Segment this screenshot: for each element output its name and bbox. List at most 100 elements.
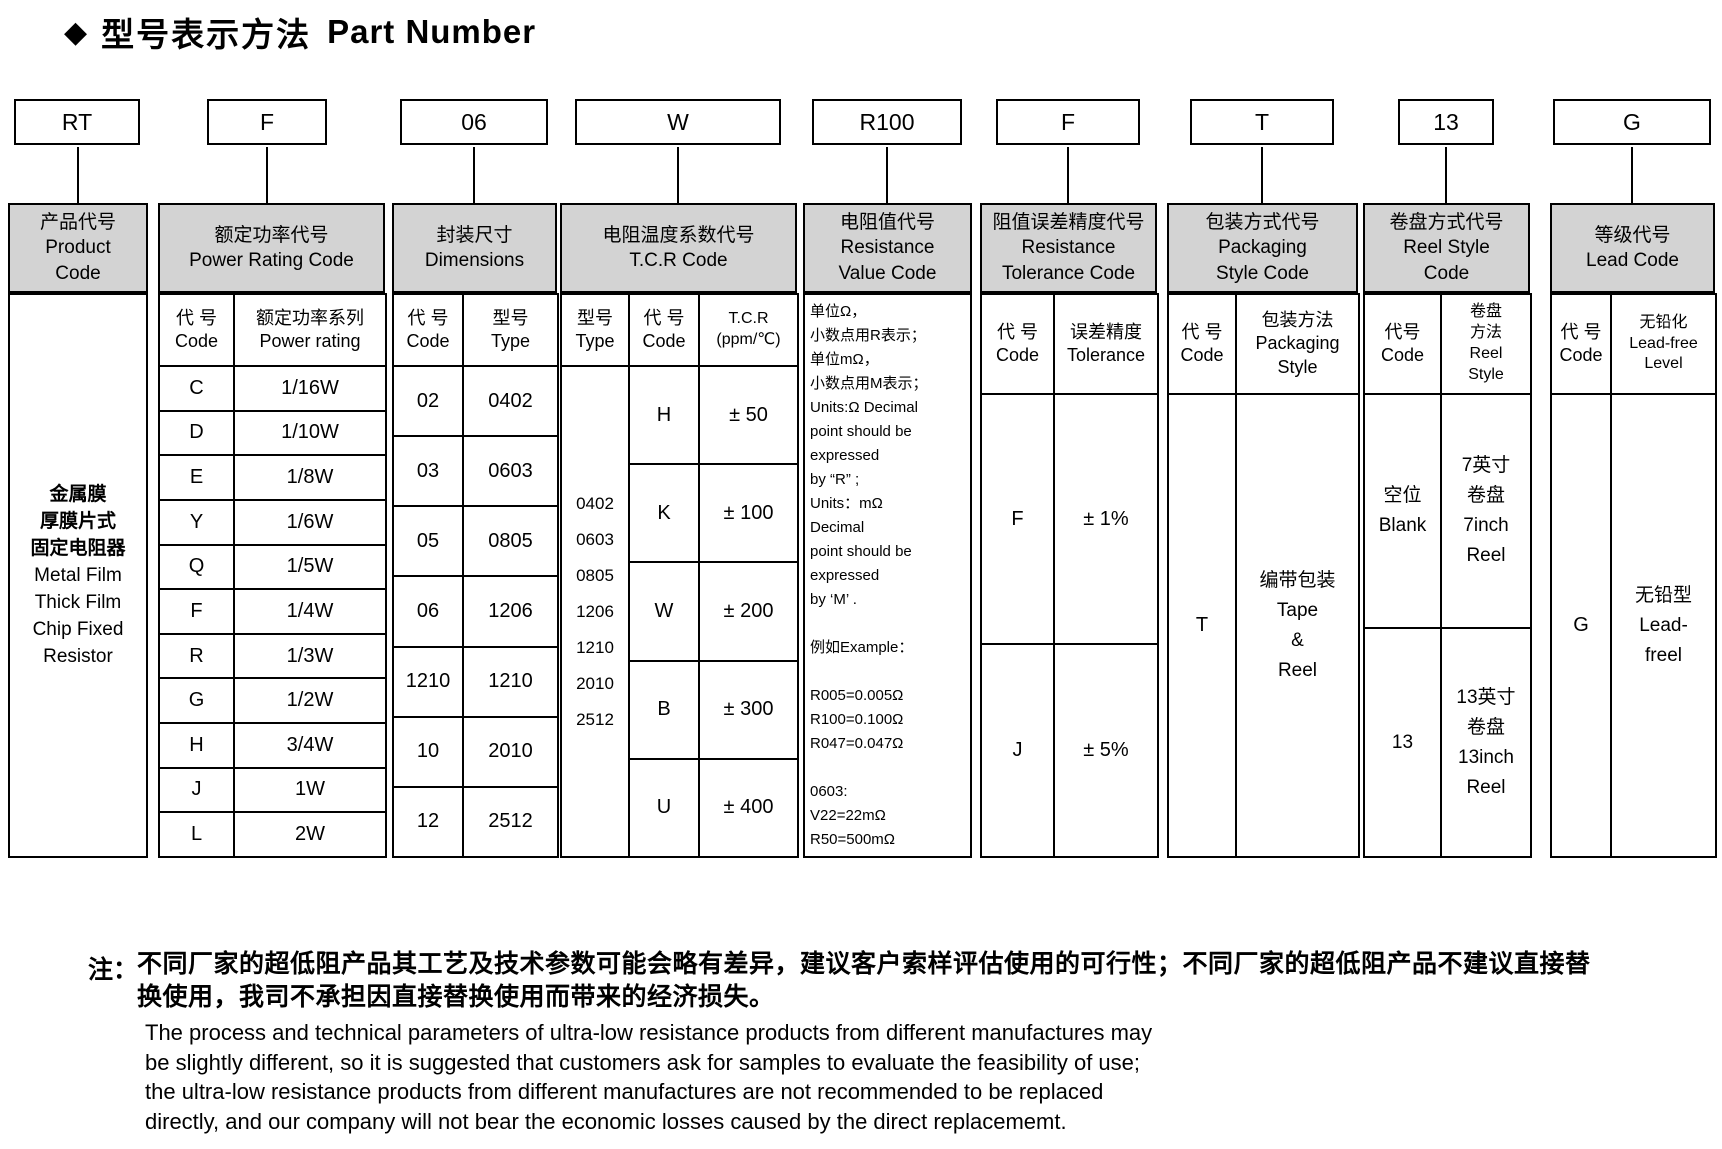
table-row: G 1/2W	[158, 677, 387, 724]
table-row: F 1/4W	[158, 588, 387, 635]
connector-line	[77, 147, 79, 205]
dimensions-table: 代 号 Code 型号 Type 02 0402 03 0603 05 0805 06…	[392, 293, 559, 859]
power-code-cell: R	[158, 632, 235, 680]
product-body-zh: 金属膜 厚膜片式 固定电阻器	[30, 484, 126, 559]
table-row: R 1/3W	[158, 632, 387, 680]
column-product: 产品代号 Product Code 金属膜 厚膜片式 固定电阻器 Metal F…	[8, 203, 148, 858]
reel-code-cell: 空位 Blank	[1363, 393, 1442, 629]
tcr-code-cell: H	[628, 364, 700, 466]
connector-line	[1261, 147, 1263, 205]
lead-level-th: 无铅化 Lead-free Level	[1610, 293, 1717, 395]
reel-style-cell: 13英寸 卷盘 13inch Reel	[1440, 627, 1532, 858]
power-rating-cell: 2W	[233, 811, 387, 858]
connector-line	[473, 147, 475, 205]
table-header-row: 代 号 Code 型号 Type	[392, 293, 559, 367]
tolerance-code-cell: F	[980, 393, 1055, 645]
tcr-code-cell: B	[628, 659, 700, 760]
reel-header: 卷盘方式代号 Reel Style Code	[1363, 203, 1530, 293]
title-en: Part Number	[327, 13, 537, 50]
dimensions-type-cell: 0603	[462, 435, 559, 508]
tolerance-header: 阻值误差精度代号 Resistance Tolerance Code	[980, 203, 1157, 293]
packaging-style-th: 包装方法 Packaging Style	[1235, 293, 1360, 395]
power-code-cell: G	[158, 677, 235, 724]
part-code-box-dimension: 06	[400, 99, 548, 145]
table-row: 03 0603	[392, 435, 559, 508]
packaging-style-cell: 编带包装 Tape & Reel	[1235, 393, 1360, 858]
product-body: 金属膜 厚膜片式 固定电阻器 Metal Film Thick Film Chi…	[8, 293, 148, 858]
table-row: Q 1/5W	[158, 543, 387, 591]
dimensions-code-cell: 03	[392, 435, 464, 508]
column-tcr: 电阻温度系数代号 T.C.R Code 型号 Type 代 号 Code T.C…	[560, 203, 799, 859]
table-row: C 1/16W	[158, 365, 387, 412]
tcr-code-th: 代 号 Code	[628, 293, 700, 367]
tcr-code-cell: W	[628, 561, 700, 662]
table-row: 0402 0603 0805 1206 1210 2010 2512 H ± 5…	[560, 364, 799, 858]
power-rating-cell: 1/3W	[233, 632, 387, 680]
reel-code-cell: 13	[1363, 627, 1442, 858]
tcr-value-cell: ± 400	[698, 757, 799, 859]
dimensions-type-cell: 0402	[462, 364, 559, 438]
power-code-th: 代 号 Code	[158, 293, 235, 367]
table-row: 06 1206	[392, 575, 559, 648]
power-rating-cell: 1/2W	[233, 677, 387, 724]
dimensions-code-cell: 10	[392, 715, 464, 788]
tolerance-value-cell: ± 1%	[1053, 393, 1159, 645]
dimensions-code-cell: 02	[392, 364, 464, 438]
column-reel: 卷盘方式代号 Reel Style Code 代号 Code 卷盘 方法 Ree…	[1363, 203, 1532, 858]
table-header-row: 代 号 Code 误差精度 Tolerance	[980, 293, 1159, 395]
title-zh: 型号表示方法	[101, 16, 312, 53]
dimensions-type-cell: 1206	[462, 575, 559, 648]
dimensions-type-cell: 2512	[462, 785, 559, 859]
table-row: Y 1/6W	[158, 498, 387, 546]
packaging-table: 代 号 Code 包装方法 Packaging Style T 编带包装 Tap…	[1167, 293, 1360, 858]
tcr-table: 型号 Type 代 号 Code T.C.R (ppm/℃) 0402 0603…	[560, 293, 799, 859]
table-row: W ± 200	[561, 561, 799, 662]
page-title: ◆ 型号表示方法 Part Number	[64, 8, 536, 56]
power-rating-cell: 1W	[233, 766, 387, 814]
power-rating-th: 额定功率系列 Power rating	[233, 293, 387, 367]
reel-table: 代号 Code 卷盘 方法 Reel Style 空位 Blank 7英寸 卷盘…	[1363, 293, 1532, 858]
power-rating-cell: 1/8W	[233, 454, 387, 501]
packaging-code-th: 代 号 Code	[1167, 293, 1237, 395]
reel-code-th: 代号 Code	[1363, 293, 1442, 395]
table-row: U ± 400	[561, 757, 799, 859]
table-header-row: 代 号 Code 包装方法 Packaging Style	[1167, 293, 1360, 395]
reel-style-th: 卷盘 方法 Reel Style	[1440, 293, 1532, 395]
power-code-cell: J	[158, 766, 235, 814]
column-resistance-value: 电阻值代号 Resistance Value Code 单位Ω， 小数点用R表示…	[803, 203, 972, 858]
table-row: J 1W	[158, 766, 387, 814]
column-tolerance: 阻值误差精度代号 Resistance Tolerance Code 代 号 C…	[980, 203, 1159, 858]
table-row: 10 2010	[392, 715, 559, 788]
part-code-box-product: RT	[14, 99, 140, 145]
packaging-header: 包装方式代号 Packaging Style Code	[1167, 203, 1358, 293]
column-power-rating: 额定功率代号 Power Rating Code 代 号 Code 额定功率系列…	[158, 203, 387, 858]
lead-table: 代 号 Code 无铅化 Lead-free Level G 无铅型 Lead-…	[1550, 293, 1717, 858]
table-row: J ± 5%	[980, 643, 1159, 858]
footnote: 注： 不同厂家的超低阻产品其工艺及技术参数可能会略有差异，建议客户索样评估使用的…	[88, 948, 1668, 1136]
footnote-label: 注：	[88, 956, 139, 984]
footnote-zh: 不同厂家的超低阻产品其工艺及技术参数可能会略有差异，建议客户索样评估使用的可行性…	[137, 950, 1591, 1011]
table-row: 13 13英寸 卷盘 13inch Reel	[1363, 627, 1532, 858]
tcr-header: 电阻温度系数代号 T.C.R Code	[560, 203, 797, 293]
table-header-row: 型号 Type 代 号 Code T.C.R (ppm/℃)	[560, 293, 799, 367]
table-row: F ± 1%	[980, 393, 1159, 645]
tcr-code-cell: U	[628, 757, 700, 859]
table-row: B ± 300	[561, 659, 799, 760]
tcr-code-cell: K	[628, 463, 700, 564]
part-code-box-reel: 13	[1398, 99, 1494, 145]
tolerance-table: 代 号 Code 误差精度 Tolerance F ± 1% J ± 5%	[980, 293, 1159, 858]
power-rating-cell: 1/16W	[233, 365, 387, 412]
power-code-cell: Q	[158, 543, 235, 591]
column-lead: 等级代号 Lead Code 代 号 Code 无铅化 Lead-free Le…	[1550, 203, 1717, 858]
table-row: E 1/8W	[158, 454, 387, 501]
power-code-cell: C	[158, 365, 235, 412]
power-rating-cell: 1/6W	[233, 498, 387, 546]
resistance-value-header: 电阻值代号 Resistance Value Code	[803, 203, 972, 293]
table-row: 02 0402	[392, 364, 559, 438]
dimensions-type-cell: 0805	[462, 505, 559, 578]
dimensions-type-th: 型号 Type	[462, 293, 559, 367]
tolerance-value-th: 误差精度 Tolerance	[1053, 293, 1159, 395]
dimensions-code-th: 代 号 Code	[392, 293, 464, 367]
power-rating-cell: 3/4W	[233, 722, 387, 769]
